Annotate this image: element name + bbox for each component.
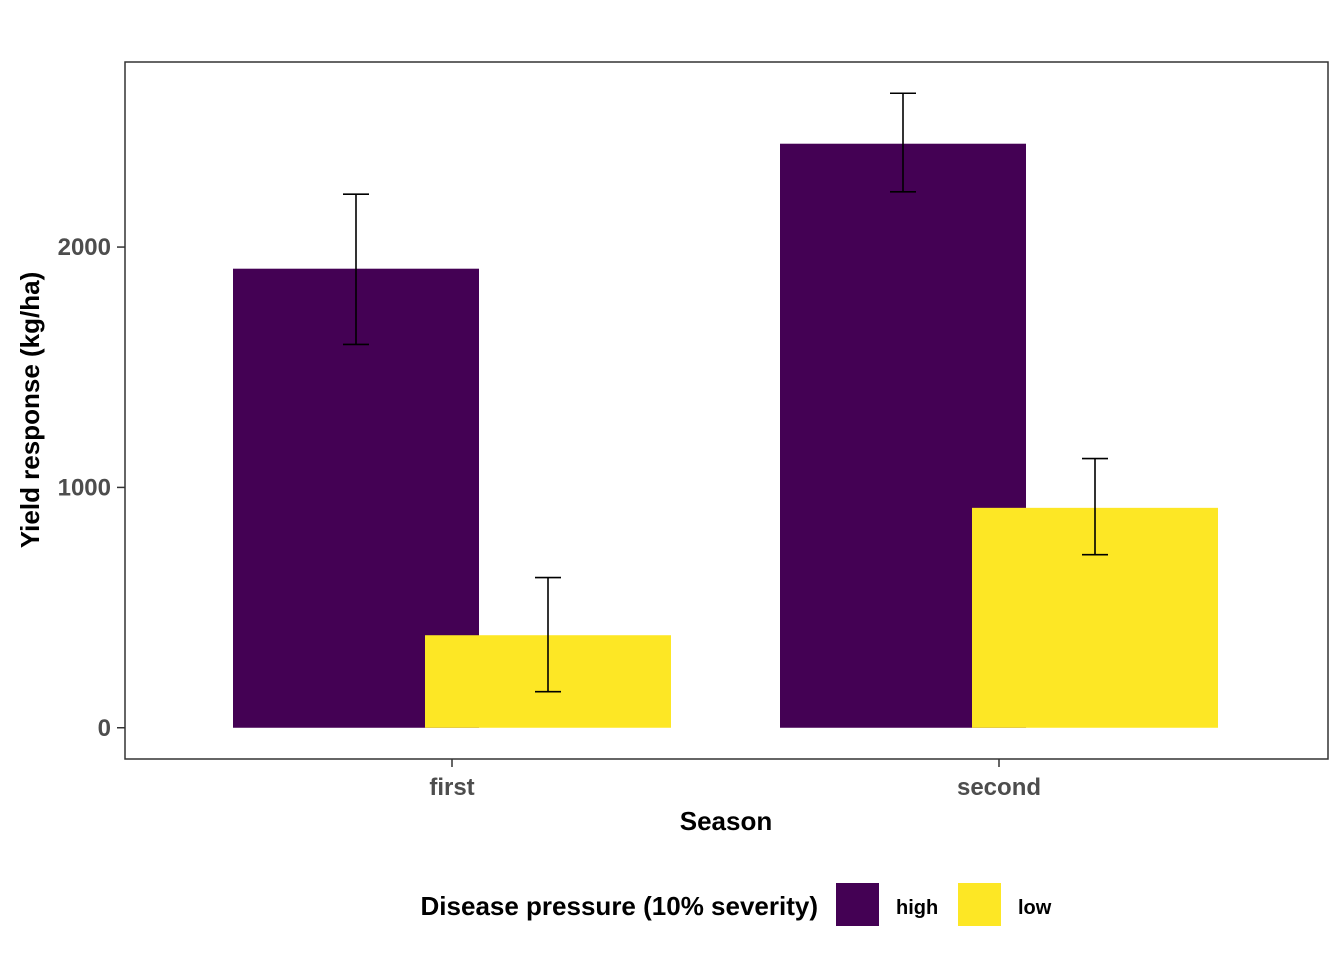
legend-label-low: low xyxy=(1018,897,1052,919)
x-axis-title: Season xyxy=(680,806,773,836)
error-bar-high-first xyxy=(343,193,369,346)
legend-swatch-high xyxy=(836,883,879,926)
error-bar-low-first xyxy=(535,576,561,693)
x-tick-label: second xyxy=(957,774,1041,801)
legend-label-high: high xyxy=(896,897,938,919)
legend: Disease pressure (10% severity) high low xyxy=(421,883,1052,926)
error-bar-low-second xyxy=(1082,457,1108,556)
x-axis: first second xyxy=(429,759,1041,801)
y-axis-title: Yield response (kg/ha) xyxy=(15,272,45,548)
plot-border xyxy=(124,61,1329,760)
error-bars-layer xyxy=(343,92,1108,693)
y-axis: 0 1000 2000 xyxy=(58,234,125,742)
legend-title: Disease pressure (10% severity) xyxy=(421,891,818,921)
y-tick-label: 2000 xyxy=(58,234,111,261)
y-tick-label: 1000 xyxy=(58,474,111,501)
legend-swatch-low xyxy=(958,883,1001,926)
x-tick-label: first xyxy=(429,774,474,801)
error-bar-high-second xyxy=(890,92,916,193)
y-tick-label: 0 xyxy=(98,715,111,742)
bars-layer xyxy=(233,143,1218,728)
